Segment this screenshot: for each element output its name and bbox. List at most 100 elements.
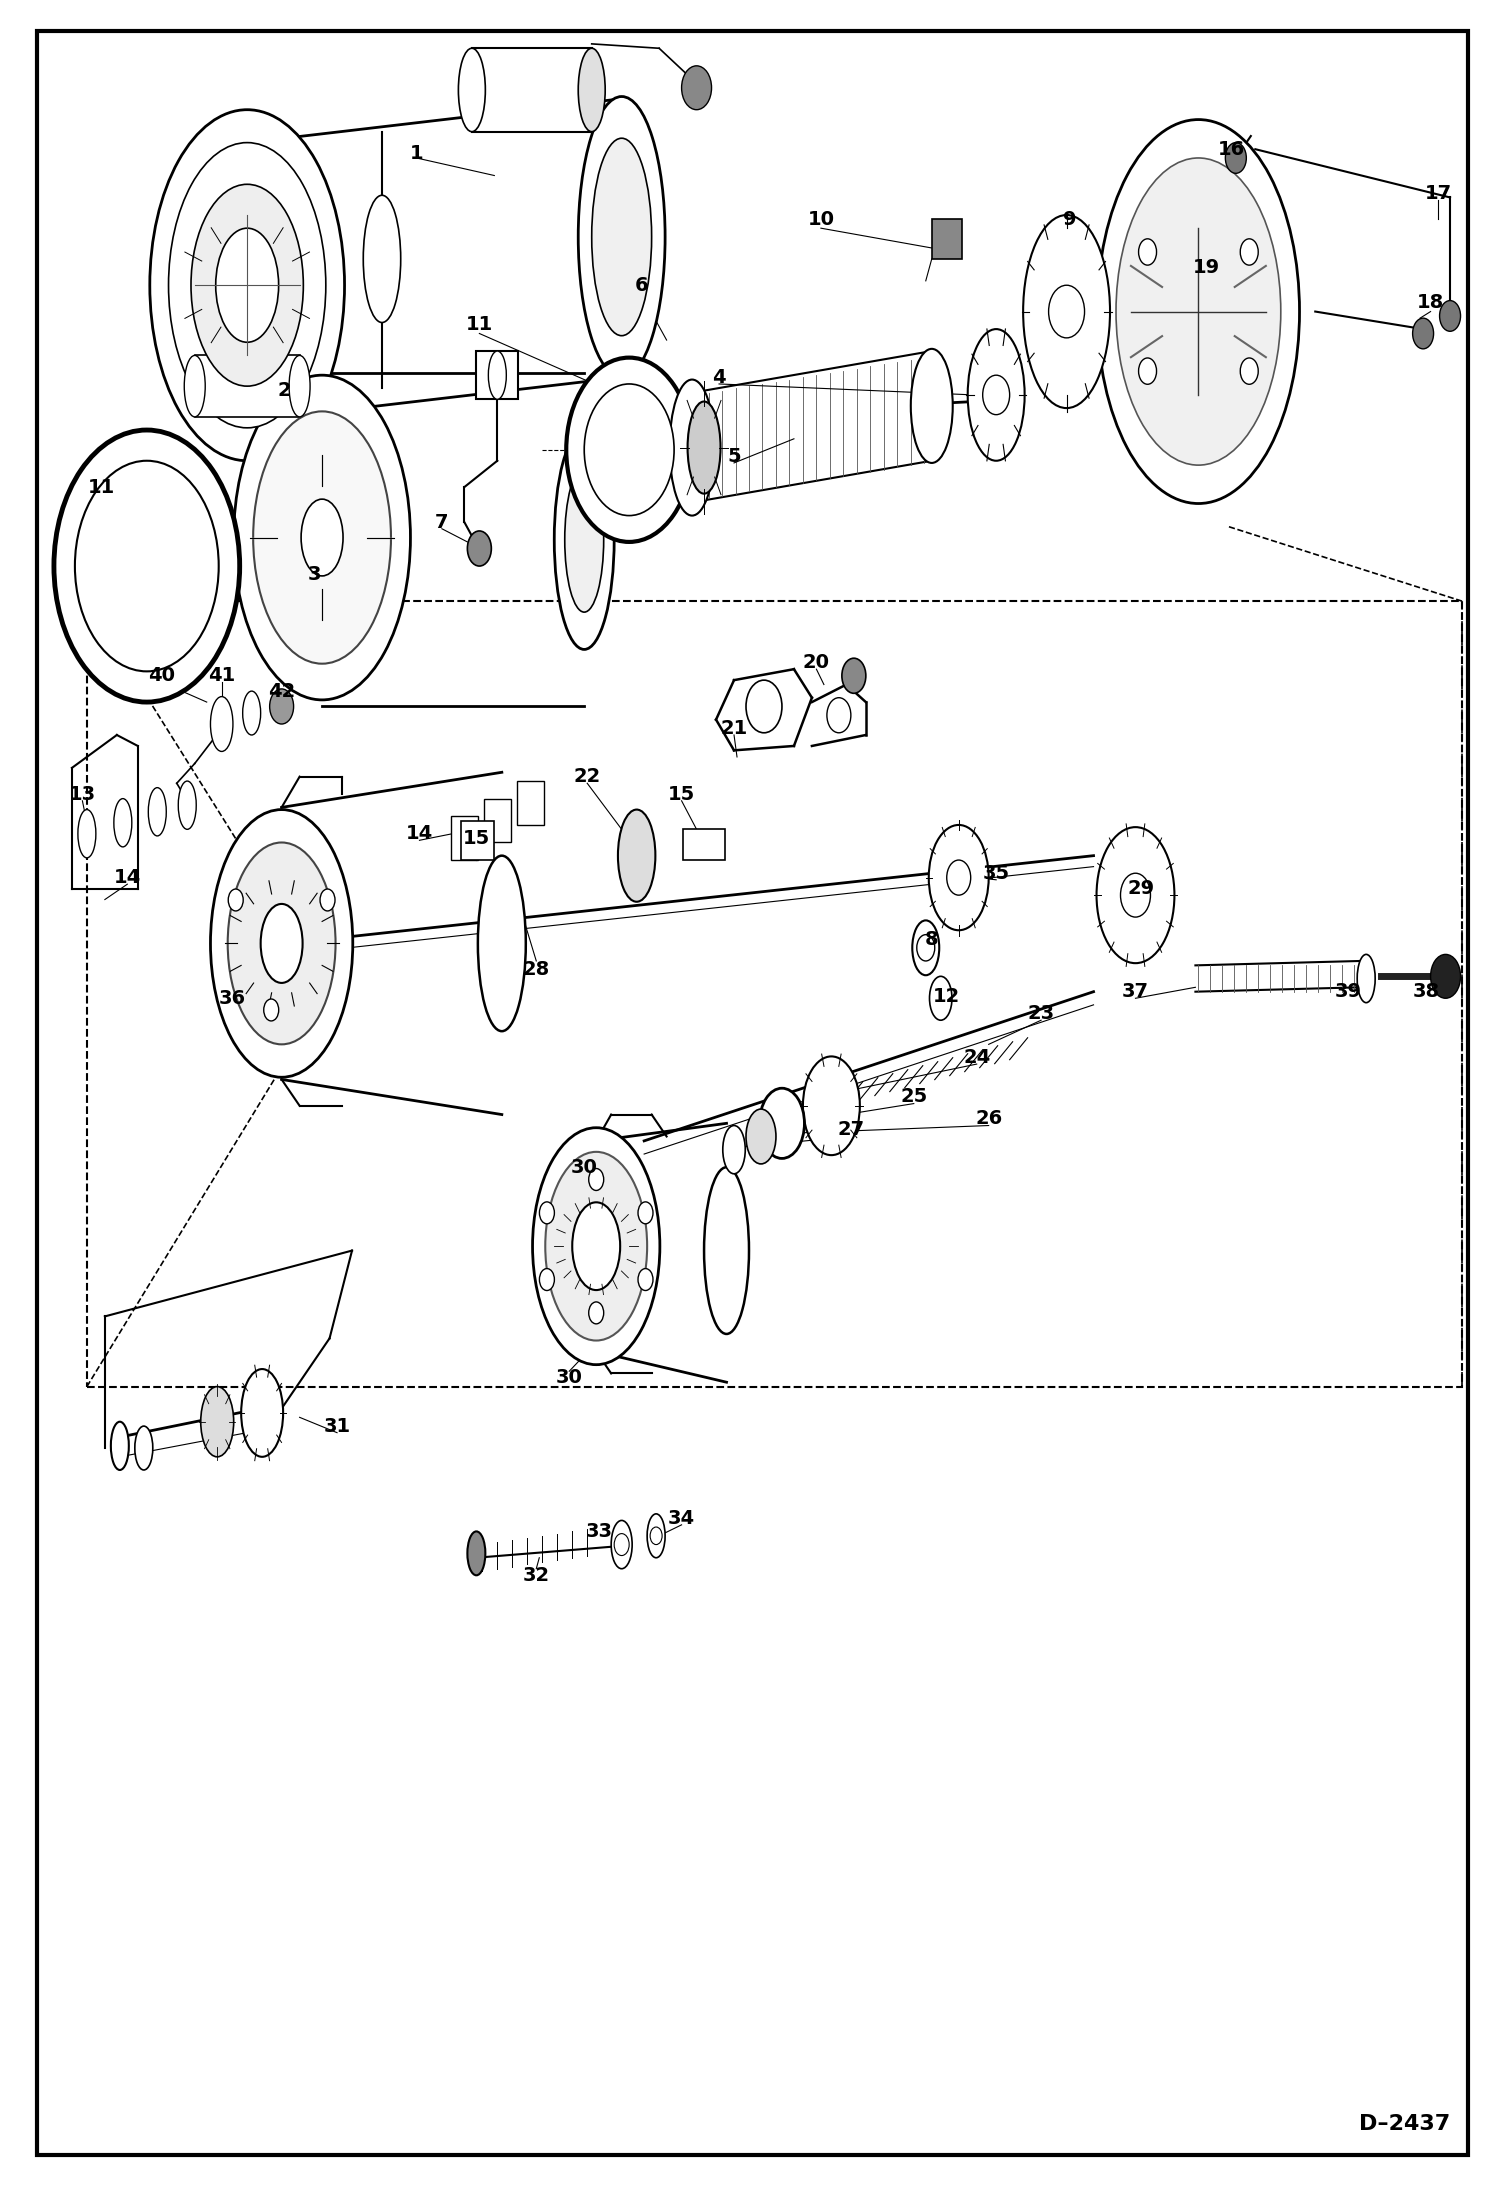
Ellipse shape bbox=[301, 500, 343, 575]
Text: 17: 17 bbox=[1425, 184, 1452, 202]
Circle shape bbox=[638, 1268, 653, 1290]
Circle shape bbox=[270, 689, 294, 724]
Ellipse shape bbox=[261, 904, 303, 983]
Ellipse shape bbox=[201, 1387, 234, 1457]
Bar bbox=[461, 821, 494, 860]
Text: 33: 33 bbox=[586, 1523, 613, 1540]
Ellipse shape bbox=[1097, 118, 1300, 502]
Circle shape bbox=[1121, 873, 1150, 917]
Ellipse shape bbox=[929, 976, 953, 1020]
Ellipse shape bbox=[210, 810, 354, 1077]
Ellipse shape bbox=[184, 355, 205, 417]
Text: 42: 42 bbox=[268, 682, 295, 700]
Circle shape bbox=[650, 1527, 662, 1545]
Ellipse shape bbox=[647, 1514, 665, 1558]
Circle shape bbox=[584, 384, 674, 516]
Circle shape bbox=[539, 1202, 554, 1224]
Circle shape bbox=[228, 889, 243, 911]
Ellipse shape bbox=[467, 1531, 485, 1575]
Ellipse shape bbox=[253, 412, 391, 663]
Ellipse shape bbox=[114, 799, 132, 847]
Text: D–2437: D–2437 bbox=[1360, 2113, 1450, 2135]
Circle shape bbox=[947, 860, 971, 895]
Circle shape bbox=[1138, 239, 1156, 265]
Circle shape bbox=[1225, 143, 1246, 173]
Text: 15: 15 bbox=[463, 829, 490, 847]
Ellipse shape bbox=[611, 1520, 632, 1569]
Text: 2: 2 bbox=[277, 382, 292, 399]
Ellipse shape bbox=[178, 781, 196, 829]
Text: 31: 31 bbox=[324, 1417, 351, 1435]
Text: 36: 36 bbox=[219, 989, 246, 1007]
Text: 20: 20 bbox=[803, 654, 830, 671]
Text: 41: 41 bbox=[208, 667, 235, 685]
Ellipse shape bbox=[911, 349, 953, 463]
Text: 30: 30 bbox=[556, 1369, 583, 1387]
Text: 39: 39 bbox=[1335, 983, 1362, 1000]
Text: 6: 6 bbox=[634, 276, 649, 294]
Ellipse shape bbox=[1023, 215, 1110, 408]
Text: 24: 24 bbox=[963, 1049, 990, 1066]
Text: 32: 32 bbox=[523, 1567, 550, 1584]
Ellipse shape bbox=[592, 138, 652, 336]
Ellipse shape bbox=[1116, 158, 1281, 465]
Ellipse shape bbox=[148, 788, 166, 836]
Text: 11: 11 bbox=[88, 478, 115, 496]
Circle shape bbox=[1413, 318, 1434, 349]
Ellipse shape bbox=[169, 143, 327, 428]
Circle shape bbox=[614, 1534, 629, 1556]
Bar bbox=[683, 829, 725, 860]
Ellipse shape bbox=[704, 1167, 749, 1334]
Circle shape bbox=[75, 461, 219, 671]
Ellipse shape bbox=[554, 430, 614, 649]
Circle shape bbox=[264, 998, 279, 1020]
Ellipse shape bbox=[241, 1369, 283, 1457]
Ellipse shape bbox=[545, 1152, 647, 1341]
Text: 37: 37 bbox=[1122, 983, 1149, 1000]
Ellipse shape bbox=[192, 184, 303, 386]
Ellipse shape bbox=[578, 97, 665, 377]
Ellipse shape bbox=[228, 842, 336, 1044]
Bar bbox=[484, 799, 511, 842]
Ellipse shape bbox=[929, 825, 989, 930]
Ellipse shape bbox=[488, 351, 506, 399]
Ellipse shape bbox=[759, 1088, 804, 1158]
Bar bbox=[932, 219, 962, 259]
Ellipse shape bbox=[150, 110, 345, 461]
Bar bbox=[476, 351, 518, 399]
Text: 34: 34 bbox=[668, 1509, 695, 1527]
Text: 14: 14 bbox=[406, 825, 433, 842]
Circle shape bbox=[638, 1202, 653, 1224]
Ellipse shape bbox=[572, 1202, 620, 1290]
Ellipse shape bbox=[578, 48, 605, 132]
Circle shape bbox=[746, 680, 782, 733]
Text: 16: 16 bbox=[1218, 140, 1245, 158]
Ellipse shape bbox=[111, 1422, 129, 1470]
Text: 26: 26 bbox=[975, 1110, 1002, 1128]
Ellipse shape bbox=[216, 228, 279, 342]
Text: 23: 23 bbox=[1028, 1005, 1055, 1022]
Circle shape bbox=[566, 358, 692, 542]
Text: 3: 3 bbox=[307, 566, 322, 584]
Ellipse shape bbox=[803, 1058, 860, 1154]
Ellipse shape bbox=[289, 355, 310, 417]
Circle shape bbox=[1240, 239, 1258, 265]
Circle shape bbox=[1240, 358, 1258, 384]
Circle shape bbox=[983, 375, 1010, 415]
Text: 14: 14 bbox=[114, 869, 141, 886]
Ellipse shape bbox=[565, 467, 604, 612]
Bar bbox=[195, 355, 300, 417]
Ellipse shape bbox=[78, 810, 96, 858]
Ellipse shape bbox=[363, 195, 401, 323]
Circle shape bbox=[842, 658, 866, 693]
Bar bbox=[517, 781, 544, 825]
Text: 9: 9 bbox=[1062, 211, 1077, 228]
Circle shape bbox=[917, 935, 935, 961]
Text: 22: 22 bbox=[574, 768, 601, 785]
Ellipse shape bbox=[968, 329, 1025, 461]
Circle shape bbox=[1138, 358, 1156, 384]
Ellipse shape bbox=[746, 1110, 776, 1163]
Text: 29: 29 bbox=[1128, 880, 1155, 897]
Text: 11: 11 bbox=[466, 316, 493, 333]
Circle shape bbox=[467, 531, 491, 566]
